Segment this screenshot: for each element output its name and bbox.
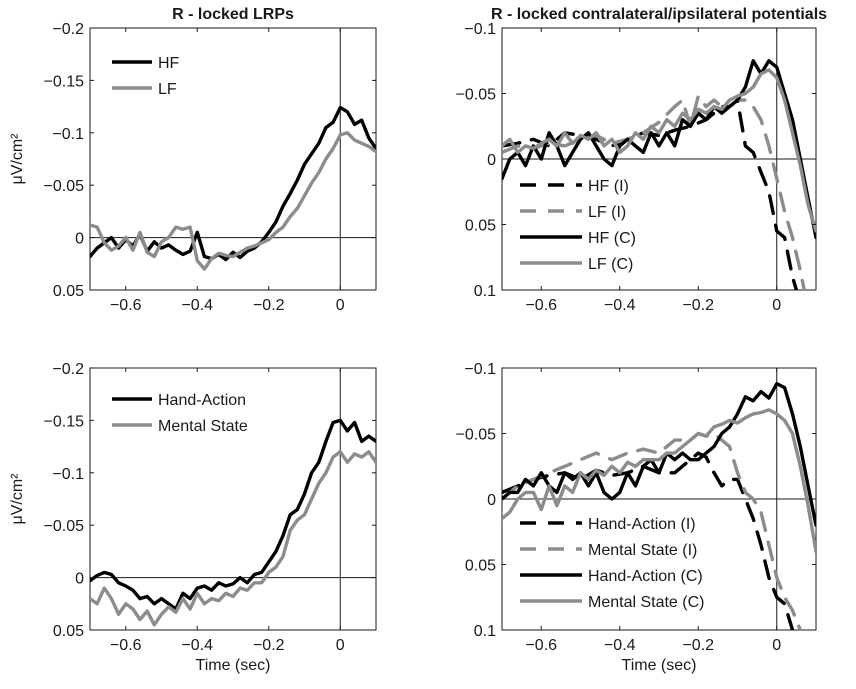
legend-label: HF (I) (588, 178, 629, 195)
legend-label: LF (I) (588, 204, 626, 221)
x-tick-label: −0.4 (181, 297, 213, 314)
panel-2: −0.6 −0.4 −0.2 0 −0.1 −0.05 0 0.05 0.1 R - locked… (456, 6, 828, 314)
chart-title: R - locked LRPs (172, 6, 294, 23)
y-tick-label: −0.05 (44, 178, 85, 195)
legend-label: Mental State (158, 418, 248, 435)
legend: Hand-Action (I) Mental State (I) Hand-Acti… (520, 516, 704, 611)
y-axis-label: μV/cm² (9, 473, 26, 525)
y-tick-label: 0.1 (474, 283, 496, 300)
y-tick-label: −0.1 (52, 466, 84, 483)
legend-label: HF (C) (588, 230, 636, 247)
x-tick-label: −0.4 (604, 637, 636, 654)
series-line-4 (502, 408, 816, 554)
y-tick-label: 0.05 (53, 623, 84, 640)
x-tick-label: −0.2 (253, 637, 285, 654)
y-tick-label: 0 (75, 231, 84, 248)
x-tick-label: 0 (772, 637, 781, 654)
series-line-4 (502, 68, 816, 233)
legend-label: Mental State (C) (588, 594, 704, 611)
legend-label: Mental State (I) (588, 542, 697, 559)
y-tick-label: −0.15 (44, 73, 85, 90)
y-tick-label: −0.2 (52, 361, 84, 378)
chart-title: R - locked contralateral/ipsilateral pot… (491, 6, 827, 23)
y-tick-label: −0.15 (44, 413, 85, 430)
panel-1: −0.6 −0.4 −0.2 0 −0.2 −0.15 −0.1 −0.05 0 0.05 R - … (9, 6, 377, 314)
panel-3: −0.6 −0.4 −0.2 0 −0.2 −0.15 −0.1 −0.05 0 0.05 Time… (9, 361, 377, 674)
x-tick-label: −0.6 (110, 637, 142, 654)
y-tick-label: 0 (487, 492, 496, 509)
x-tick-label: −0.4 (181, 637, 213, 654)
legend-label: HF (158, 55, 180, 72)
legend: Hand-Action Mental State (112, 392, 248, 435)
x-tick-label: −0.6 (525, 297, 557, 314)
y-axis-label: μV/cm² (9, 133, 26, 185)
x-tick-label: 0 (772, 297, 781, 314)
legend-label: Hand-Action (158, 392, 246, 409)
series-line-1 (90, 418, 376, 611)
legend: HF (I) LF (I) HF (C) LF (C) (520, 178, 636, 273)
y-tick-label: −0.1 (52, 126, 84, 143)
y-tick-label: 0.05 (465, 218, 496, 235)
y-tick-label: 0.05 (53, 283, 84, 300)
y-tick-label: −0.2 (52, 21, 84, 38)
y-tick-label: 0.1 (474, 623, 496, 640)
x-axis-label: Time (sec) (196, 657, 271, 674)
series-line-2 (90, 450, 376, 627)
y-tick-label: 0 (75, 571, 84, 588)
x-tick-label: −0.2 (682, 297, 714, 314)
x-tick-label: 0 (336, 637, 345, 654)
legend-label: Hand-Action (I) (588, 516, 696, 533)
y-tick-label: −0.1 (464, 361, 496, 378)
x-axis-label: Time (sec) (622, 657, 697, 674)
y-tick-label: −0.1 (464, 21, 496, 38)
x-tick-label: −0.6 (110, 297, 142, 314)
legend: HF LF (112, 55, 180, 98)
y-tick-label: 0.05 (465, 558, 496, 575)
y-tick-label: −0.05 (456, 87, 497, 104)
x-tick-label: −0.4 (604, 297, 636, 314)
panel-4: −0.6 −0.4 −0.2 0 −0.1 −0.05 0 0.05 0.1 Time (sec)… (456, 361, 817, 674)
series-line-2 (90, 131, 376, 271)
y-tick-label: −0.05 (456, 427, 497, 444)
x-tick-label: 0 (336, 297, 345, 314)
x-tick-label: −0.2 (682, 637, 714, 654)
plot-frame (89, 367, 377, 631)
y-tick-label: −0.05 (44, 518, 85, 535)
legend-label: Hand-Action (C) (588, 568, 703, 585)
x-tick-label: −0.2 (253, 297, 285, 314)
legend-label: LF (C) (588, 256, 633, 273)
series-line-3 (502, 382, 816, 527)
legend-label: LF (158, 81, 177, 98)
x-tick-label: −0.6 (525, 637, 557, 654)
plot-frame (89, 27, 377, 291)
y-tick-label: 0 (487, 152, 496, 169)
